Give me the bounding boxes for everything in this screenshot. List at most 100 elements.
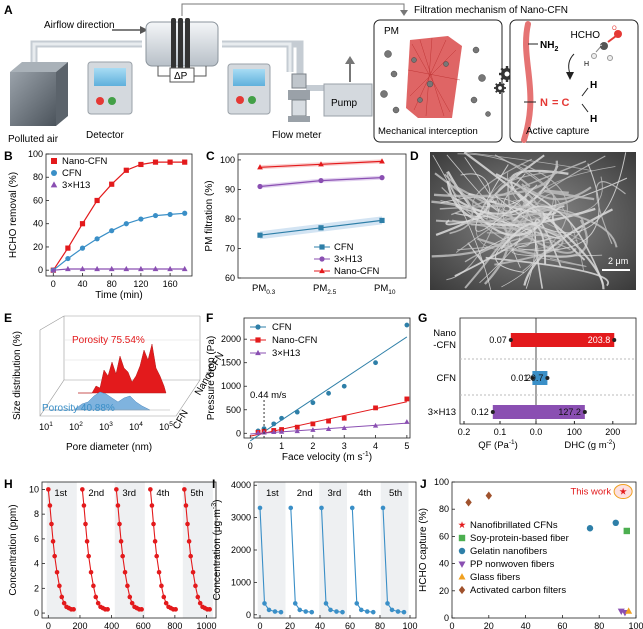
x-tick-label: 200 xyxy=(72,621,87,629)
y-axis-label: Concentration (ppm) xyxy=(8,504,19,595)
fiber xyxy=(512,205,604,284)
x-tick-label: 100 xyxy=(567,427,582,437)
data-point xyxy=(278,429,285,434)
this-work-label: This work xyxy=(570,487,611,498)
series-line xyxy=(81,489,108,610)
data-point xyxy=(349,505,355,511)
data-point xyxy=(257,164,263,170)
data-point xyxy=(185,521,190,527)
data-point xyxy=(173,607,178,612)
data-point xyxy=(395,609,401,614)
x-tick-label: 0 xyxy=(257,621,262,629)
data-point xyxy=(326,390,331,396)
data-point xyxy=(294,424,300,430)
y-tick-label: 500 xyxy=(226,405,241,415)
fit-line xyxy=(249,336,408,442)
imine-n-label: N xyxy=(540,97,548,109)
data-point xyxy=(188,553,193,559)
fiber xyxy=(446,171,461,199)
data-point xyxy=(59,594,65,600)
series-line xyxy=(290,507,312,613)
filter-holder xyxy=(145,18,219,70)
data-point xyxy=(294,428,300,434)
series-line xyxy=(149,489,176,610)
x-tick-label: 1 xyxy=(279,441,284,451)
data-point xyxy=(318,225,324,231)
x-tick-label: 1000 xyxy=(196,621,216,629)
fiber xyxy=(446,200,503,281)
data-point xyxy=(91,583,96,589)
fiber xyxy=(492,204,618,248)
x-tick-label: 60 xyxy=(557,621,567,629)
porosity-cfn: Porosity 40.88% xyxy=(42,403,115,414)
fiber xyxy=(457,153,585,272)
y-axis-label: PM filtration (%) xyxy=(204,180,215,251)
legend-label: Gelatin nanofibers xyxy=(470,546,547,557)
carbonyl-o-label: O xyxy=(612,26,617,32)
y-tick-label: 6 xyxy=(34,534,39,544)
panel-a: A Airflow direction Polluted air Detecto… xyxy=(4,3,639,145)
data-point xyxy=(47,503,53,508)
panel-b: 0 20 40 60 80 100 0 40 80 120 160 Time (min) HCHO re… xyxy=(8,149,193,301)
legend-marker xyxy=(255,324,261,330)
data-point xyxy=(341,383,347,389)
data-point xyxy=(292,601,298,606)
panel-a-letter: A xyxy=(4,3,13,17)
pm-particles xyxy=(380,46,491,117)
data-point xyxy=(84,539,90,544)
panel-d-letter: D xyxy=(410,149,419,163)
y-tick-label: 0 xyxy=(246,610,251,620)
data-point xyxy=(389,607,395,613)
x-axis-label: Time (min) xyxy=(95,290,142,301)
x-tick-label: PM0.3 xyxy=(252,283,276,296)
detector-label: Detector xyxy=(86,130,124,141)
data-point xyxy=(207,607,212,612)
dhc-point xyxy=(545,376,550,380)
legend-label: CFN xyxy=(62,168,82,179)
data-point xyxy=(278,609,284,615)
data-point xyxy=(65,255,71,262)
legend-marker xyxy=(255,349,261,356)
data-point xyxy=(182,487,187,492)
fiber xyxy=(500,223,547,265)
fiber xyxy=(435,195,580,223)
dhc-bar xyxy=(536,405,585,419)
legend-marker xyxy=(458,534,466,542)
legend-marker xyxy=(458,561,466,568)
x-tick-label: 4 xyxy=(373,441,378,451)
y-tick-label: 4 xyxy=(34,559,39,569)
nh2-label: NH2 xyxy=(540,40,558,53)
imine-h-left: H xyxy=(584,61,589,68)
fiber xyxy=(451,160,587,216)
data-point xyxy=(197,600,203,606)
data-point xyxy=(354,601,360,606)
y-tick-label: 1000 xyxy=(221,381,241,391)
data-point xyxy=(341,415,347,421)
velocity-annotation: 0.44 m/s xyxy=(250,390,287,401)
x-tick-label: PM2.5 xyxy=(313,283,337,296)
cycle-label: 1st xyxy=(266,488,279,499)
e-x-ticks: 101 102 103 104 105 xyxy=(39,421,173,432)
y-tick-label: 80 xyxy=(439,504,449,514)
data-point xyxy=(118,539,124,544)
series-line xyxy=(52,212,185,271)
fiber xyxy=(443,173,474,235)
data-point xyxy=(257,232,263,238)
qf-value-label: 0.12 xyxy=(471,407,489,417)
data-point xyxy=(152,265,159,272)
x-tick-label: 40 xyxy=(77,279,87,289)
detector-device-2 xyxy=(227,63,271,115)
legend-label: Activated carbon filters xyxy=(470,585,566,596)
fiber xyxy=(460,173,491,220)
data-point xyxy=(117,521,122,527)
x-tick-label: 400 xyxy=(104,621,119,629)
data-point xyxy=(138,161,144,168)
data-point xyxy=(93,594,99,600)
data-point xyxy=(71,607,76,612)
data-point xyxy=(586,525,594,532)
data-point xyxy=(186,539,192,544)
data-point xyxy=(373,405,378,411)
data-point xyxy=(94,236,100,242)
cycle-label: 5th xyxy=(190,488,203,499)
plot-frame xyxy=(41,481,217,619)
